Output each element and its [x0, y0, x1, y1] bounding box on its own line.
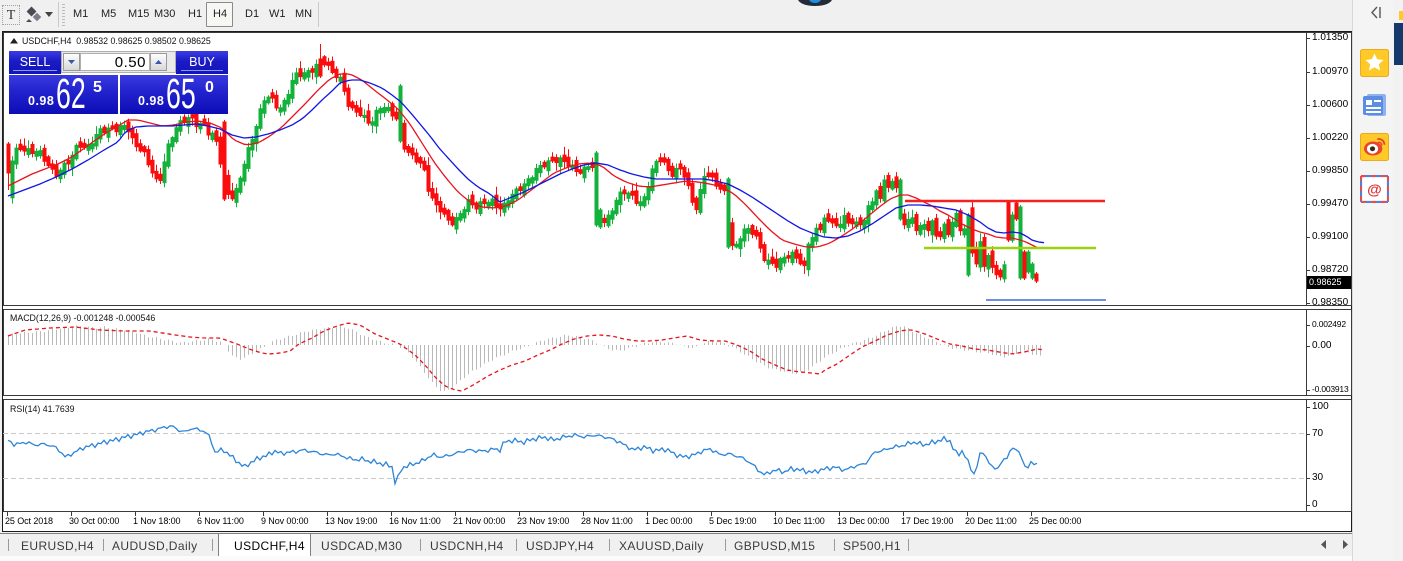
svg-text:@: @ [1367, 182, 1382, 199]
